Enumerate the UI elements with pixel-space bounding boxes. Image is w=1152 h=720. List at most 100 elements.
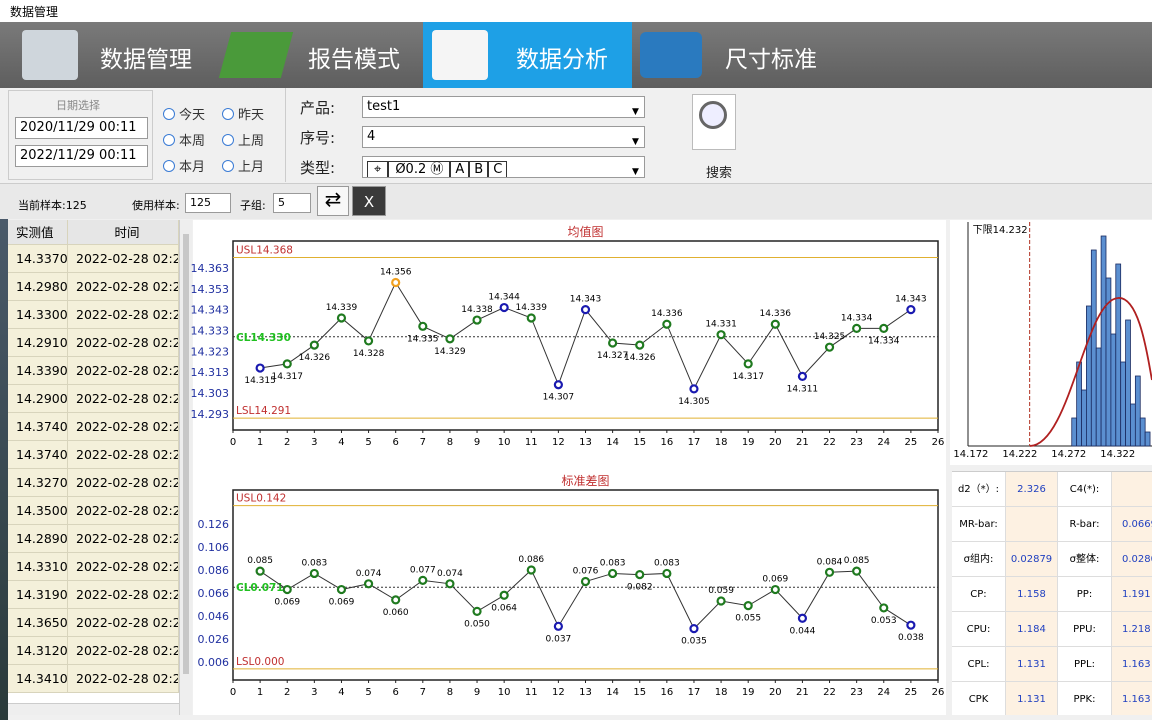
scrollbar[interactable]	[179, 220, 192, 715]
data-point	[363, 579, 374, 589]
search-label[interactable]: 搜索	[706, 166, 733, 181]
x-tick-label: 2	[284, 437, 290, 448]
data-point	[553, 380, 563, 390]
x-tick-label: 8	[447, 437, 453, 448]
serial-combo[interactable]: 4	[362, 126, 645, 148]
stat-label: PP:	[1058, 577, 1112, 612]
tab[interactable]: 报告模式	[308, 47, 400, 73]
stat-label: PPL:	[1058, 647, 1112, 682]
date-group	[8, 90, 153, 180]
tab[interactable]: 数据管理	[100, 47, 192, 73]
spin-input[interactable]: 125	[185, 193, 231, 213]
x-tick-label: 14.172	[953, 449, 988, 460]
point-label: 14.356	[380, 268, 412, 278]
bar	[1139, 417, 1146, 447]
h-scrollbar[interactable]	[8, 703, 179, 715]
data-point	[824, 567, 835, 577]
search-icon[interactable]	[692, 94, 736, 150]
icon	[432, 30, 488, 80]
spin-input[interactable]: 5	[273, 193, 311, 213]
stat-label: CPU:	[952, 612, 1006, 647]
point-label: 14.328	[353, 349, 385, 359]
point-label: 14.329	[434, 347, 466, 357]
fcf-cell: ⌖	[367, 161, 389, 177]
stat-label: CP:	[952, 577, 1006, 612]
refresh-button[interactable]: ⇄	[317, 186, 349, 216]
x-tick-label: 20	[769, 437, 782, 448]
column-header[interactable]: 实测值	[8, 220, 68, 245]
product-combo[interactable]: test1	[362, 96, 645, 118]
point-label: 14.339	[516, 303, 548, 313]
stat-label: CPL:	[952, 647, 1006, 682]
x-tick-label: 26	[932, 437, 945, 448]
x-tick-label: 13	[579, 437, 592, 448]
bar	[1081, 389, 1087, 447]
radio[interactable]: 本月	[163, 156, 205, 175]
point-label: 0.077	[410, 565, 436, 575]
radio[interactable]: 今天	[163, 104, 205, 123]
cell: 14.3120	[8, 637, 68, 665]
bar	[1086, 305, 1092, 447]
data-point	[580, 305, 591, 315]
data-point	[879, 603, 889, 613]
data-point	[906, 620, 916, 630]
cell: 2022-02-28 02:25:5	[68, 245, 179, 273]
data-point	[255, 566, 265, 576]
stat-value	[1112, 472, 1152, 507]
x-tick-label: 12	[552, 437, 565, 448]
stat-label: σ整体:	[1058, 542, 1112, 577]
cell: 2022-02-28 02:26:3	[68, 385, 179, 413]
tab[interactable]: 数据分析	[516, 47, 608, 73]
bar	[1076, 361, 1082, 447]
stat-value: 0.0280	[1112, 542, 1152, 577]
data-point	[635, 569, 645, 580]
column-header[interactable]: 时间	[68, 220, 179, 245]
excel-button[interactable]: X	[352, 186, 386, 216]
data-point	[770, 584, 780, 595]
x-tick-label: 21	[796, 687, 809, 698]
stat-value: 1.191	[1112, 577, 1152, 612]
cell: 2022-02-28 02:26:5	[68, 441, 179, 469]
stat-value: 1.131	[1006, 647, 1058, 682]
point-label: 14.331	[705, 320, 737, 330]
point-label: 0.053	[871, 616, 897, 626]
cell: 2022-02-28 02:26:2	[68, 301, 179, 329]
x-tick-label: 9	[474, 437, 480, 448]
data-point	[743, 359, 753, 369]
scroll-thumb[interactable]	[183, 234, 189, 674]
point-label: 14.338	[461, 305, 493, 315]
current-sample: 当前样本:125	[18, 199, 87, 212]
data-point	[797, 613, 808, 623]
cell: 14.3270	[8, 469, 68, 497]
x-tick-label: 2	[284, 687, 290, 698]
type-combo[interactable]: ⌖ Ø0.2 Ⓜ A B C	[362, 156, 645, 178]
radio[interactable]: 上周	[222, 130, 264, 149]
date-input[interactable]: 2020/11/29 00:11	[15, 117, 148, 139]
point-label: 0.083	[654, 558, 680, 568]
radio[interactable]: 上月	[222, 156, 264, 175]
date-input[interactable]: 2022/11/29 00:11	[15, 145, 148, 167]
stat-value: 2.326	[1006, 472, 1058, 507]
cell: 2022-02-28 02:27:0	[68, 581, 179, 609]
radio[interactable]: 本周	[163, 130, 205, 149]
point-label: 0.082	[627, 583, 653, 593]
x-tick-label: 6	[393, 687, 399, 698]
data-point	[662, 319, 672, 329]
data-point	[309, 568, 319, 579]
point-label: 14.317	[732, 372, 764, 382]
cell: 14.3390	[8, 357, 68, 385]
bar	[1125, 319, 1131, 447]
radio[interactable]: 昨天	[222, 104, 264, 123]
y-tick-label: 14.353	[191, 283, 230, 296]
y-tick-label: 0.066	[198, 587, 230, 600]
point-label: 14.343	[895, 295, 927, 305]
point-label: 0.083	[301, 558, 327, 568]
title-bar: 数据管理	[0, 0, 1152, 22]
tab[interactable]: 尺寸标准	[725, 47, 817, 73]
data-point	[689, 624, 699, 634]
bar	[1120, 361, 1126, 447]
chart-title: 均值图	[567, 224, 603, 239]
x-tick-label: 14.272	[1051, 449, 1086, 460]
